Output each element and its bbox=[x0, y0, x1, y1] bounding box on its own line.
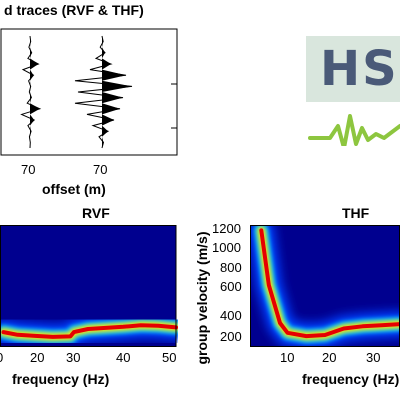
trace-fill-rvf bbox=[30, 36, 40, 148]
thf-xlabel: frequency (Hz) bbox=[302, 371, 400, 387]
rvf-heatmap bbox=[0, 225, 178, 347]
thf-ytick-600: 600 bbox=[220, 279, 242, 294]
traces-xtick-2: 70 bbox=[93, 162, 108, 177]
logo-text: HS bbox=[320, 41, 399, 97]
thf-title: THF bbox=[342, 205, 370, 221]
traces-title: d traces (RVF & THF) bbox=[4, 2, 144, 18]
thf-heatmap bbox=[250, 225, 400, 347]
traces-xlabel: offset (m) bbox=[42, 181, 106, 197]
thf-ylabel: group velocity (m/s) bbox=[194, 231, 210, 365]
traces-xtick-1: 70 bbox=[21, 162, 36, 177]
rvf-xtick-20: 20 bbox=[30, 350, 45, 365]
rvf-xtick-50: 50 bbox=[162, 350, 177, 365]
rvf-xtick-30: 30 bbox=[66, 350, 81, 365]
thf-ytick-800: 800 bbox=[220, 260, 242, 275]
logo-graphic bbox=[306, 36, 400, 150]
thf-xtick-20: 20 bbox=[322, 350, 337, 365]
trace-fill-thf bbox=[102, 36, 132, 148]
thf-ytick-1000: 1000 bbox=[212, 240, 241, 255]
thf-xtick-10: 10 bbox=[280, 350, 295, 365]
rvf-xlabel: frequency (Hz) bbox=[12, 371, 110, 387]
rvf-xtick-0: 0 bbox=[0, 351, 3, 364]
thf-ytick-400: 400 bbox=[220, 308, 242, 323]
thf-ytick-1200: 1200 bbox=[212, 221, 241, 236]
rvf-title: RVF bbox=[82, 205, 110, 221]
hs-logo: HS bbox=[306, 36, 400, 150]
rvf-xtick-40: 40 bbox=[116, 350, 131, 365]
traces-plot bbox=[0, 28, 178, 156]
rvf-ridge bbox=[1, 323, 178, 339]
thf-ytick-200: 200 bbox=[220, 329, 242, 344]
thf-xtick-30: 30 bbox=[366, 350, 381, 365]
thf-ridge bbox=[259, 228, 400, 339]
